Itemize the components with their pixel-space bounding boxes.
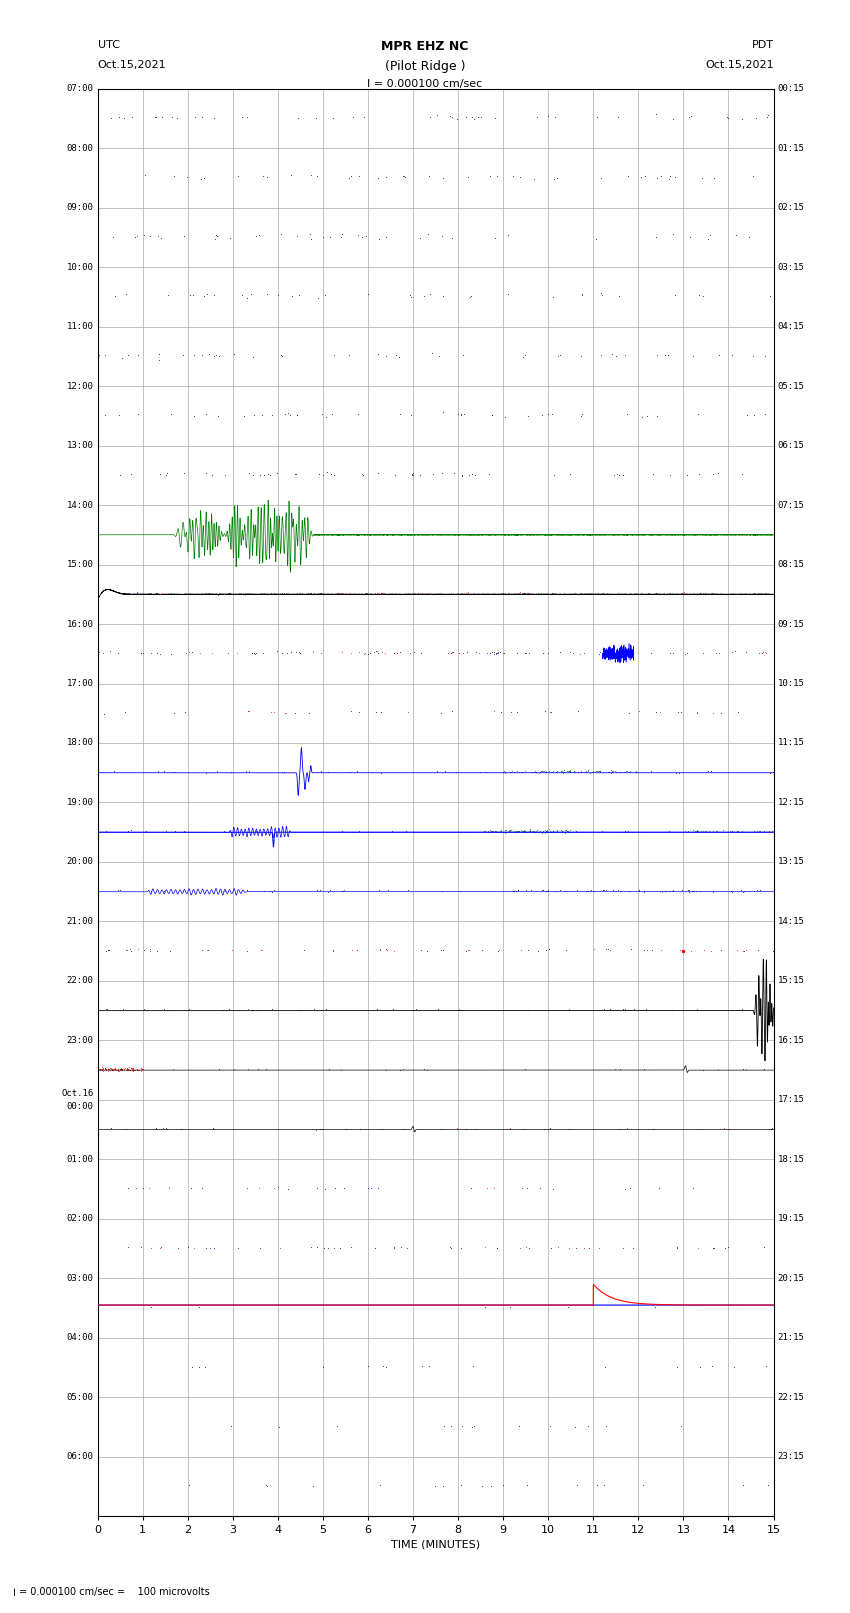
Text: 00:00: 00:00 (66, 1102, 94, 1111)
Text: Oct.15,2021: Oct.15,2021 (98, 60, 167, 69)
Text: 20:00: 20:00 (66, 858, 94, 866)
Text: 23:15: 23:15 (778, 1452, 805, 1461)
Text: 05:00: 05:00 (66, 1392, 94, 1402)
Text: UTC: UTC (98, 40, 120, 50)
Text: 16:15: 16:15 (778, 1036, 805, 1045)
Text: PDT: PDT (751, 40, 774, 50)
Text: ׀ = 0.000100 cm/sec =    100 microvolts: ׀ = 0.000100 cm/sec = 100 microvolts (13, 1587, 209, 1597)
Text: MPR EHZ NC: MPR EHZ NC (382, 40, 468, 53)
Text: 17:15: 17:15 (778, 1095, 805, 1105)
Text: 00:15: 00:15 (778, 84, 805, 94)
X-axis label: TIME (MINUTES): TIME (MINUTES) (391, 1539, 480, 1550)
Text: 15:00: 15:00 (66, 560, 94, 569)
Text: 12:00: 12:00 (66, 382, 94, 390)
Text: 21:00: 21:00 (66, 916, 94, 926)
Text: 22:00: 22:00 (66, 976, 94, 986)
Text: 11:00: 11:00 (66, 323, 94, 331)
Text: 09:15: 09:15 (778, 619, 805, 629)
Text: (Pilot Ridge ): (Pilot Ridge ) (385, 60, 465, 73)
Text: 08:15: 08:15 (778, 560, 805, 569)
Text: 17:00: 17:00 (66, 679, 94, 689)
Text: 01:00: 01:00 (66, 1155, 94, 1165)
Text: 04:15: 04:15 (778, 323, 805, 331)
Text: Oct.16: Oct.16 (61, 1089, 94, 1098)
Text: 10:15: 10:15 (778, 679, 805, 689)
Text: 15:15: 15:15 (778, 976, 805, 986)
Text: 21:15: 21:15 (778, 1334, 805, 1342)
Text: 13:15: 13:15 (778, 858, 805, 866)
Text: 22:15: 22:15 (778, 1392, 805, 1402)
Text: 19:00: 19:00 (66, 798, 94, 806)
Text: 18:00: 18:00 (66, 739, 94, 747)
Text: 12:15: 12:15 (778, 798, 805, 806)
Text: 10:00: 10:00 (66, 263, 94, 271)
Text: 02:15: 02:15 (778, 203, 805, 213)
Text: 02:00: 02:00 (66, 1215, 94, 1223)
Text: 04:00: 04:00 (66, 1334, 94, 1342)
Text: 06:00: 06:00 (66, 1452, 94, 1461)
Text: 20:15: 20:15 (778, 1274, 805, 1282)
Text: 18:15: 18:15 (778, 1155, 805, 1165)
Text: 16:00: 16:00 (66, 619, 94, 629)
Text: 14:00: 14:00 (66, 500, 94, 510)
Text: 19:15: 19:15 (778, 1215, 805, 1223)
Text: 08:00: 08:00 (66, 144, 94, 153)
Text: 13:00: 13:00 (66, 440, 94, 450)
Text: Oct.15,2021: Oct.15,2021 (705, 60, 774, 69)
Text: 05:15: 05:15 (778, 382, 805, 390)
Text: 01:15: 01:15 (778, 144, 805, 153)
Text: I = 0.000100 cm/sec: I = 0.000100 cm/sec (367, 79, 483, 89)
Text: 23:00: 23:00 (66, 1036, 94, 1045)
Text: 14:15: 14:15 (778, 916, 805, 926)
Text: 06:15: 06:15 (778, 440, 805, 450)
Text: 03:00: 03:00 (66, 1274, 94, 1282)
Text: 07:15: 07:15 (778, 500, 805, 510)
Text: 07:00: 07:00 (66, 84, 94, 94)
Text: 09:00: 09:00 (66, 203, 94, 213)
Text: 03:15: 03:15 (778, 263, 805, 271)
Text: 11:15: 11:15 (778, 739, 805, 747)
